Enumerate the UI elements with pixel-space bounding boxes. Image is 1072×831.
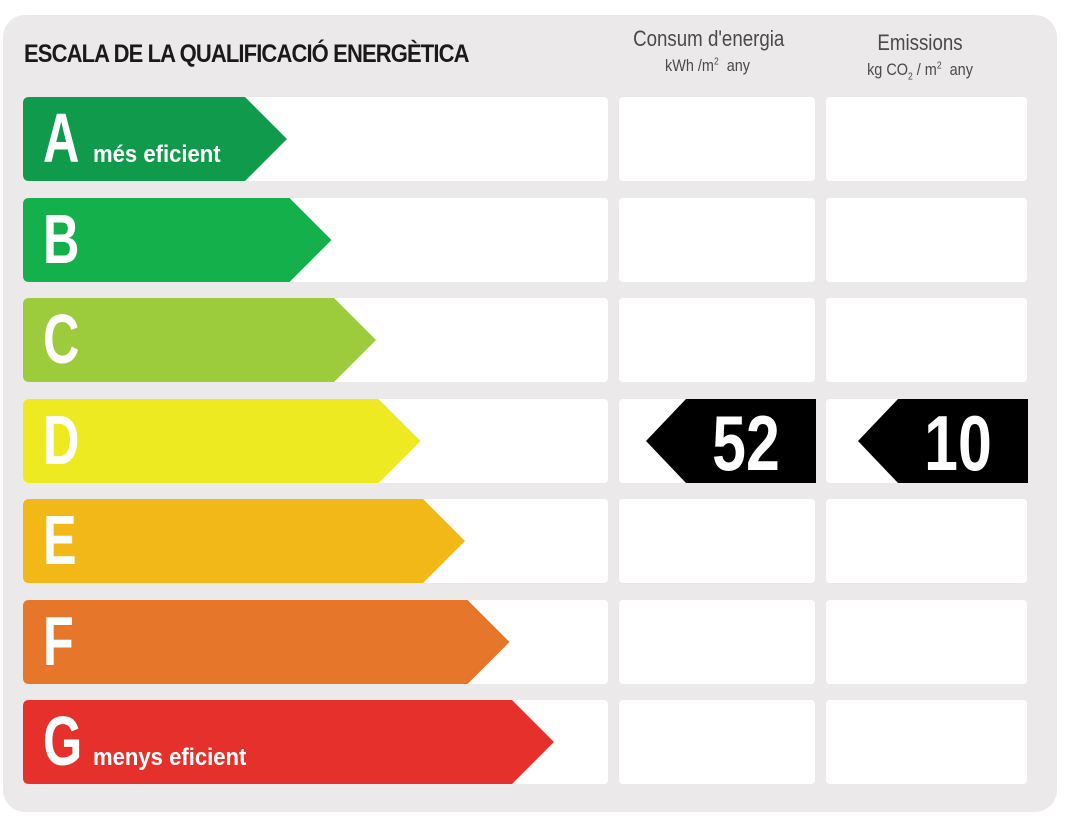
- consumption-unit: kWh /m2 any: [664, 56, 751, 75]
- marker-arrow-shape: [858, 399, 1028, 483]
- consumption-cell: [619, 499, 815, 583]
- band-d: D: [23, 399, 421, 483]
- emissions-rating-marker: 10: [858, 399, 1028, 487]
- band-arrow-shape: [23, 600, 510, 684]
- consumption-rating-marker: 52: [646, 399, 816, 487]
- scale-title: ESCALA DE LA QUALIFICACIÓ ENERGÈTICA: [24, 40, 469, 68]
- band-arrow-shape: [23, 198, 332, 282]
- rating-value: 52: [712, 399, 780, 487]
- band-letter: F: [43, 602, 74, 680]
- emissions-unit: kg CO2 / m2 any: [867, 60, 973, 83]
- band-c: C: [23, 298, 376, 382]
- band-letter: D: [43, 401, 80, 479]
- band-letter: C: [43, 300, 80, 378]
- band-f: F: [23, 600, 510, 684]
- band-caption: més eficient: [93, 141, 221, 168]
- emissions-cell: [826, 499, 1027, 583]
- band-arrow-shape: [23, 499, 465, 583]
- band-letter: E: [43, 501, 77, 579]
- consumption-cell: [619, 198, 815, 282]
- emissions-header: Emissions kg CO2 / m2 any: [830, 30, 1010, 82]
- emissions-cell: [826, 198, 1027, 282]
- band-arrow-shape: [23, 700, 554, 784]
- emissions-cell: [826, 97, 1027, 181]
- band-b: B: [23, 198, 332, 282]
- consumption-cell: [619, 600, 815, 684]
- consumption-cell: [619, 97, 815, 181]
- band-arrow-shape: [23, 298, 376, 382]
- band-letter: B: [43, 200, 80, 278]
- band-e: E: [23, 499, 465, 583]
- emissions-cell: [826, 700, 1027, 784]
- band-letter: G: [43, 702, 83, 780]
- marker-arrow-shape: [646, 399, 816, 483]
- emissions-title: Emissions: [877, 30, 963, 55]
- consumption-header: Consum d'energia kWh /m2 any: [620, 26, 795, 76]
- rating-value: 10: [924, 399, 992, 487]
- consumption-cell: [619, 700, 815, 784]
- consumption-title: Consum d'energia: [633, 26, 785, 51]
- consumption-cell: [619, 298, 815, 382]
- emissions-cell: [826, 298, 1027, 382]
- band-letter: A: [43, 99, 80, 177]
- band-arrow-shape: [23, 399, 421, 483]
- band-caption: menys eficient: [93, 744, 247, 771]
- emissions-cell: [826, 600, 1027, 684]
- band-arrow-shape: [23, 97, 287, 181]
